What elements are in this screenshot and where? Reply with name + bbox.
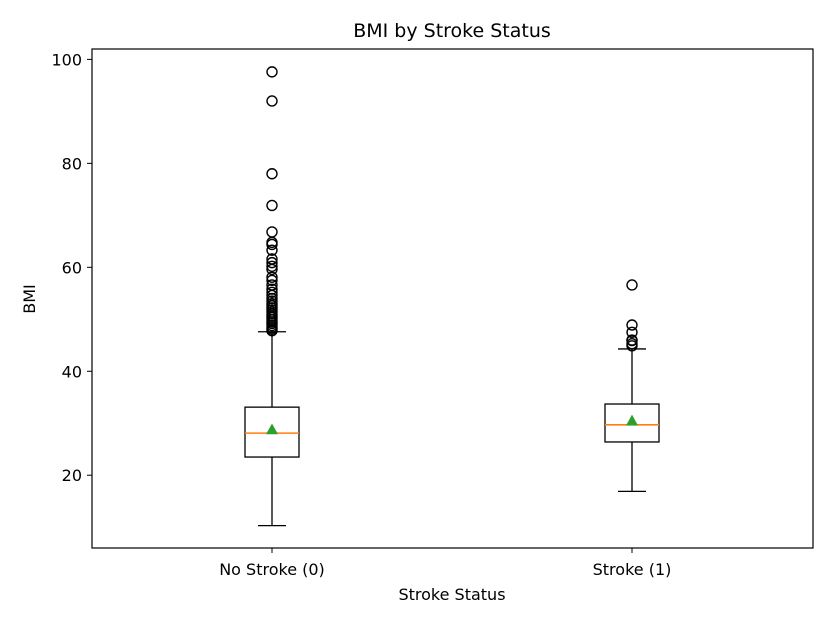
outlier-point — [266, 274, 278, 287]
outlier-point — [266, 168, 278, 180]
outlier-point — [266, 253, 278, 265]
outlier-point — [626, 326, 638, 338]
outlier-point — [266, 286, 278, 298]
plot-area — [244, 66, 660, 527]
chart-title: BMI by Stroke Status — [353, 20, 551, 42]
box-group — [604, 279, 660, 492]
iqr-box — [244, 406, 300, 458]
outlier-point — [266, 271, 278, 283]
x-tick-label: No Stroke (0) — [219, 560, 325, 579]
outlier-point — [266, 226, 278, 238]
y-tick-label: 40 — [62, 362, 82, 381]
x-tick-label: Stroke (1) — [593, 560, 672, 579]
y-axis-label: BMI — [20, 284, 39, 314]
outlier-point — [266, 66, 278, 78]
y-tick-label: 80 — [62, 154, 82, 173]
y-axis: 20 40 60 80 100 — [51, 50, 92, 485]
y-tick-label: 60 — [62, 258, 82, 277]
y-tick-label: 20 — [62, 466, 82, 485]
outlier-point — [626, 319, 638, 331]
outlier-point — [266, 279, 278, 291]
outlier-point — [266, 244, 278, 256]
outlier-point — [626, 338, 638, 350]
outlier-point — [266, 256, 278, 269]
outlier-point — [266, 260, 278, 272]
x-axis-label: Stroke Status — [398, 585, 505, 604]
y-tick-label: 100 — [51, 50, 82, 69]
mean-marker — [266, 423, 278, 435]
iqr-box — [604, 403, 660, 443]
outlier-point — [266, 199, 278, 212]
outlier-point — [266, 283, 278, 295]
box-group — [244, 66, 300, 527]
outlier-point — [266, 95, 278, 107]
axes-frame — [91, 48, 814, 549]
outlier-point — [626, 334, 638, 346]
mean-marker — [626, 414, 638, 426]
outlier-point — [626, 279, 638, 291]
x-axis: No Stroke (0) Stroke (1) — [219, 548, 671, 579]
